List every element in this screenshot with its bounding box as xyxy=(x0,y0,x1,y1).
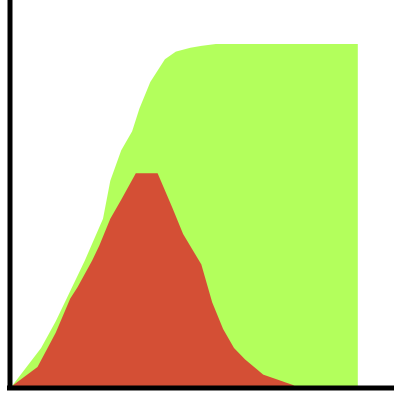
area-series-2 xyxy=(12,173,296,386)
axis-layer xyxy=(7,0,394,391)
series-layer xyxy=(12,44,358,386)
